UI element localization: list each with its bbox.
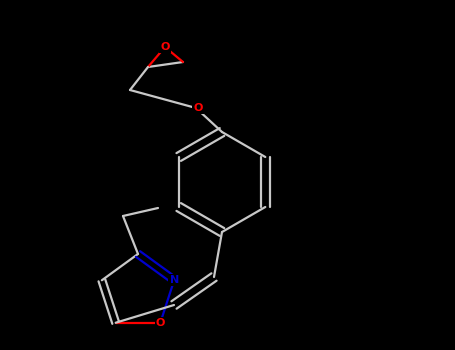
- Text: N: N: [170, 275, 179, 285]
- Text: O: O: [160, 42, 170, 52]
- Text: O: O: [156, 318, 165, 328]
- Text: O: O: [193, 103, 202, 113]
